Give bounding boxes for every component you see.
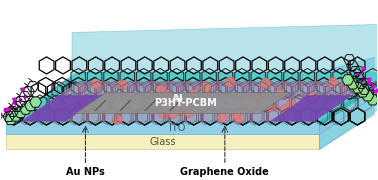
Circle shape (201, 91, 211, 101)
Circle shape (189, 89, 199, 100)
Polygon shape (319, 72, 378, 127)
Polygon shape (30, 97, 42, 107)
Circle shape (275, 89, 286, 99)
Circle shape (328, 77, 338, 88)
Circle shape (164, 99, 174, 110)
Polygon shape (319, 72, 378, 149)
Circle shape (234, 113, 244, 124)
Polygon shape (72, 22, 378, 77)
Circle shape (174, 105, 184, 116)
Text: Au NPs: Au NPs (66, 167, 105, 177)
Circle shape (286, 100, 296, 110)
Circle shape (217, 112, 227, 123)
Circle shape (239, 95, 249, 105)
Circle shape (55, 100, 65, 110)
Circle shape (230, 109, 240, 119)
Polygon shape (342, 75, 354, 85)
Polygon shape (10, 111, 22, 121)
Circle shape (91, 79, 101, 89)
Circle shape (184, 107, 194, 117)
Circle shape (69, 101, 80, 111)
Circle shape (253, 95, 263, 105)
Polygon shape (76, 93, 290, 114)
Circle shape (117, 80, 128, 90)
Circle shape (155, 85, 166, 96)
Circle shape (241, 98, 251, 108)
Polygon shape (319, 85, 378, 149)
Text: ITO: ITO (169, 123, 185, 133)
Polygon shape (367, 95, 378, 105)
Polygon shape (25, 100, 37, 111)
Circle shape (260, 78, 271, 88)
Circle shape (158, 108, 169, 118)
Circle shape (163, 90, 174, 100)
Circle shape (147, 98, 157, 108)
Polygon shape (357, 87, 369, 97)
Polygon shape (352, 83, 364, 93)
Polygon shape (5, 114, 17, 125)
Polygon shape (362, 91, 374, 101)
Polygon shape (6, 134, 319, 149)
Polygon shape (21, 95, 104, 122)
Text: Glass: Glass (149, 137, 176, 147)
Circle shape (174, 101, 184, 112)
Circle shape (134, 93, 144, 104)
Polygon shape (319, 72, 378, 134)
Polygon shape (6, 122, 319, 134)
Circle shape (279, 105, 290, 115)
Polygon shape (15, 107, 26, 118)
Circle shape (241, 99, 251, 109)
Polygon shape (21, 81, 373, 122)
Circle shape (266, 102, 276, 112)
Polygon shape (347, 79, 359, 89)
Text: Al: Al (172, 94, 184, 104)
Circle shape (225, 77, 235, 87)
Polygon shape (270, 95, 352, 122)
Text: P3HT-PCBM: P3HT-PCBM (154, 98, 217, 108)
Polygon shape (6, 85, 378, 134)
Text: Graphene Oxide: Graphene Oxide (180, 167, 269, 177)
Polygon shape (319, 57, 374, 149)
Polygon shape (20, 104, 32, 114)
Circle shape (78, 96, 88, 106)
Circle shape (200, 82, 211, 93)
Circle shape (308, 92, 318, 102)
Circle shape (125, 92, 135, 103)
Polygon shape (6, 72, 378, 122)
Circle shape (112, 114, 122, 125)
Polygon shape (6, 72, 378, 122)
Circle shape (167, 108, 178, 118)
